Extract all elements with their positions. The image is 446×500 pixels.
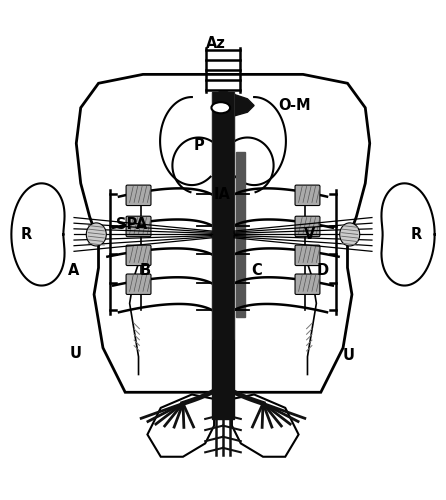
- FancyBboxPatch shape: [212, 92, 234, 419]
- FancyBboxPatch shape: [126, 274, 151, 294]
- Ellipse shape: [211, 102, 230, 114]
- Text: U: U: [70, 346, 81, 360]
- Text: U: U: [343, 348, 355, 364]
- FancyBboxPatch shape: [295, 245, 320, 266]
- Text: Az: Az: [206, 36, 226, 51]
- Text: P: P: [193, 138, 204, 153]
- Text: -: -: [289, 98, 295, 113]
- Polygon shape: [76, 74, 370, 392]
- Polygon shape: [219, 92, 254, 116]
- Text: O: O: [278, 98, 291, 113]
- Ellipse shape: [340, 223, 360, 246]
- FancyBboxPatch shape: [295, 274, 320, 294]
- Text: V: V: [304, 227, 315, 242]
- Text: A: A: [68, 262, 80, 278]
- FancyBboxPatch shape: [126, 245, 151, 266]
- Polygon shape: [381, 184, 435, 286]
- FancyBboxPatch shape: [126, 185, 151, 206]
- Text: C: C: [251, 262, 262, 278]
- FancyBboxPatch shape: [295, 216, 320, 236]
- Text: M: M: [296, 98, 310, 113]
- Text: IA: IA: [214, 187, 231, 202]
- FancyBboxPatch shape: [236, 152, 245, 316]
- Polygon shape: [11, 184, 65, 286]
- Ellipse shape: [86, 223, 106, 246]
- Text: R: R: [411, 227, 422, 242]
- Text: R: R: [21, 227, 32, 242]
- Text: SPA: SPA: [116, 216, 148, 232]
- Text: B: B: [140, 262, 151, 278]
- FancyBboxPatch shape: [126, 216, 151, 236]
- FancyBboxPatch shape: [295, 185, 320, 206]
- Text: D: D: [317, 262, 329, 278]
